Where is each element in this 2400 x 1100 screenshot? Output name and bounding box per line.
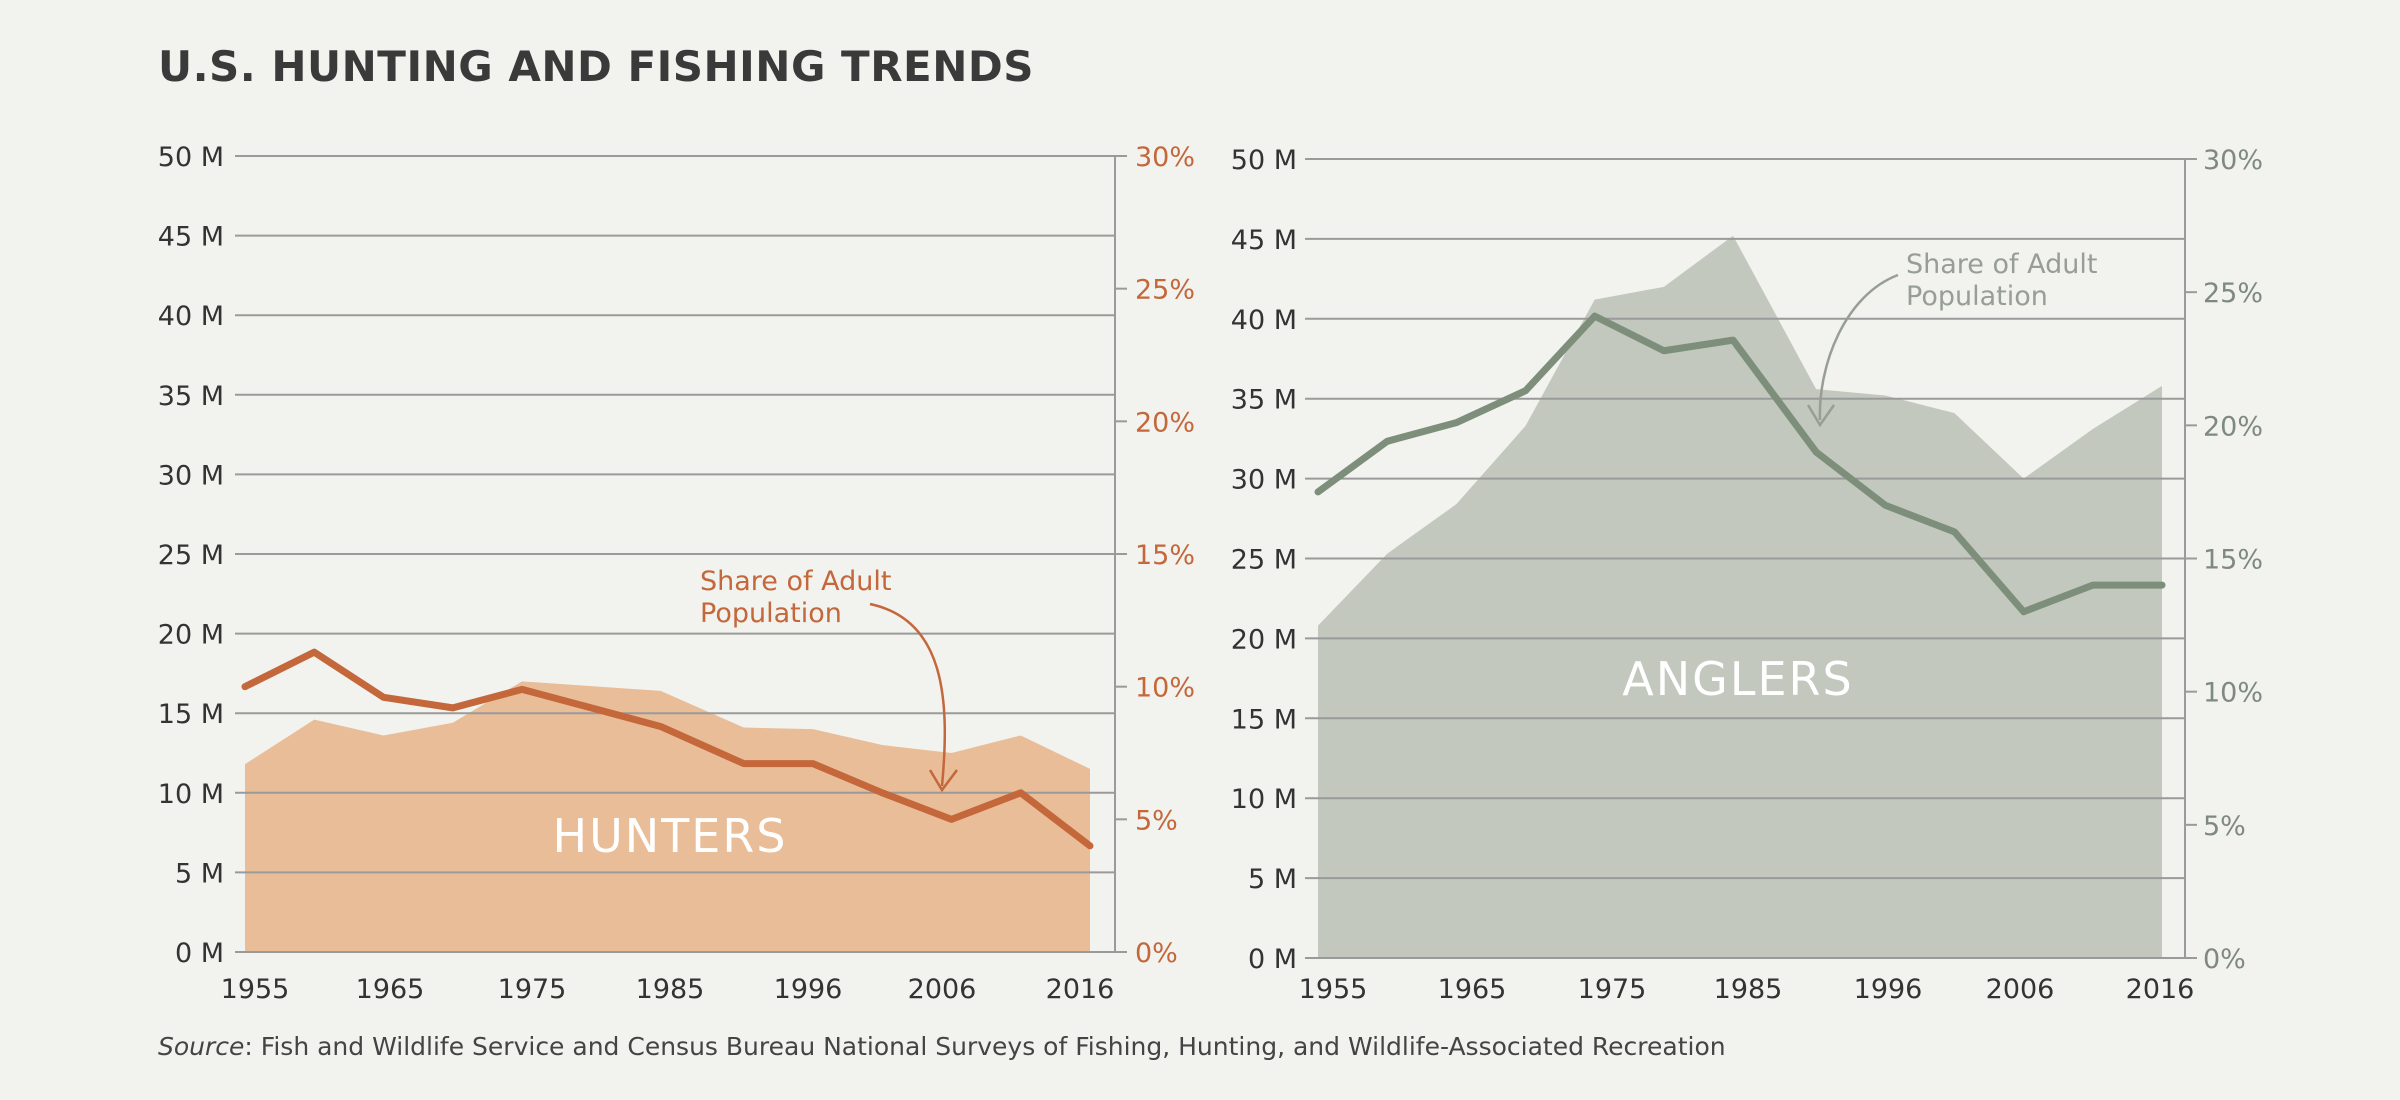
hunters-y-right-tick: 20% xyxy=(1135,407,1195,438)
hunters-y-right-tick: 5% xyxy=(1135,805,1178,836)
anglers-x-tick: 1965 xyxy=(1438,974,1507,1005)
hunters-y-left-tick: 15 M xyxy=(158,699,224,730)
hunters-x-tick: 1985 xyxy=(636,974,705,1005)
hunters-y-left-tick: 0 M xyxy=(175,938,224,969)
hunters-share-line xyxy=(241,648,1094,850)
anglers-y-left-tick: 30 M xyxy=(1231,465,1297,496)
hunters-y-left-tick: 25 M xyxy=(158,540,224,571)
anglers-y-right-tick: 15% xyxy=(2203,545,2263,576)
hunters-x-tick: 2016 xyxy=(1046,974,1115,1005)
hunters-y-right-tick: 0% xyxy=(1135,938,1178,969)
hunters-annotation-arrowhead xyxy=(928,769,958,793)
hunters-y-left-tick: 50 M xyxy=(158,142,224,173)
hunters-x-tick: 1955 xyxy=(221,974,290,1005)
anglers-y-left-tick: 40 M xyxy=(1231,305,1297,336)
hunters-y-left-tick: 40 M xyxy=(158,301,224,332)
hunters-x-tick: 1965 xyxy=(356,974,425,1005)
anglers-y-left-tick: 50 M xyxy=(1231,145,1297,176)
anglers-x-tick: 1975 xyxy=(1578,974,1647,1005)
anglers-y-right-tick: 25% xyxy=(2203,278,2263,309)
anglers-annotation-arrow xyxy=(1818,273,1899,421)
anglers-annotation-arrowhead xyxy=(1806,404,1836,428)
source-note: Source: Fish and Wildlife Service and Ce… xyxy=(158,1032,1726,1061)
anglers-y-left-tick: 20 M xyxy=(1231,624,1297,655)
hunters-x-tick: 1975 xyxy=(498,974,567,1005)
anglers-x-tick: 2006 xyxy=(1986,974,2055,1005)
hunters-y-left-tick: 30 M xyxy=(158,460,224,491)
anglers-chart: 0 M 5 M 10 M 15 M 20 M 25 M 30 M 35 M 40 M 45 M 50… xyxy=(1231,145,2263,1005)
anglers-x-tick: 1996 xyxy=(1854,974,1923,1005)
hunters-y-left-tick: 5 M xyxy=(175,858,224,889)
anglers-y-left-tick: 25 M xyxy=(1231,545,1297,576)
anglers-y-right-tick: 5% xyxy=(2203,811,2246,842)
anglers-y-left-tick: 5 M xyxy=(1248,864,1297,895)
anglers-y-left-tick: 15 M xyxy=(1231,704,1297,735)
hunters-annotation-arrow xyxy=(869,602,947,787)
anglers-x-tick: 2016 xyxy=(2126,974,2195,1005)
hunters-x-tick: 1996 xyxy=(774,974,843,1005)
hunters-area xyxy=(245,681,1090,952)
anglers-annotation-text: Share of Adult xyxy=(1906,249,2097,280)
hunters-chart: 0 M 5 M 10 M 15 M 20 M 25 M 30 M 35 M 40 M 45 M 50… xyxy=(158,142,1195,1005)
anglers-area-label: ANGLERS xyxy=(1622,652,1853,706)
anglers-y-left-tick: 0 M xyxy=(1248,944,1297,975)
hunters-x-tick: 2006 xyxy=(908,974,977,1005)
anglers-y-left-tick: 10 M xyxy=(1231,784,1297,815)
anglers-area xyxy=(1318,235,2162,959)
anglers-annotation-text: Population xyxy=(1906,281,2048,312)
anglers-y-left-tick: 35 M xyxy=(1231,385,1297,416)
hunters-y-left-tick: 20 M xyxy=(158,620,224,651)
hunters-y-right-tick: 10% xyxy=(1135,673,1195,704)
hunters-y-left-tick: 45 M xyxy=(158,222,224,253)
anglers-y-right-tick: 10% xyxy=(2203,678,2263,709)
source-label: Source xyxy=(158,1032,245,1061)
anglers-y-right-tick: 0% xyxy=(2203,944,2246,975)
page-title: U.S. HUNTING AND FISHING TRENDS xyxy=(158,42,1034,91)
anglers-x-tick: 1955 xyxy=(1299,974,1368,1005)
hunters-y-left-tick: 35 M xyxy=(158,381,224,412)
source-text: : Fish and Wildlife Service and Census B… xyxy=(244,1032,1726,1061)
hunters-y-right-tick: 30% xyxy=(1135,142,1195,173)
hunters-y-right-tick: 15% xyxy=(1135,540,1195,571)
hunters-annotation-text: Population xyxy=(700,598,842,629)
hunters-y-left-tick: 10 M xyxy=(158,779,224,810)
hunters-area-label: HUNTERS xyxy=(553,809,788,863)
anglers-y-left-tick: 45 M xyxy=(1231,225,1297,256)
hunters-annotation-text: Share of Adult xyxy=(700,566,891,597)
hunters-y-right-tick: 25% xyxy=(1135,275,1195,306)
anglers-y-right-tick: 30% xyxy=(2203,145,2263,176)
anglers-x-tick: 1985 xyxy=(1714,974,1783,1005)
anglers-share-line xyxy=(1314,312,2166,616)
anglers-y-right-tick: 20% xyxy=(2203,411,2263,442)
